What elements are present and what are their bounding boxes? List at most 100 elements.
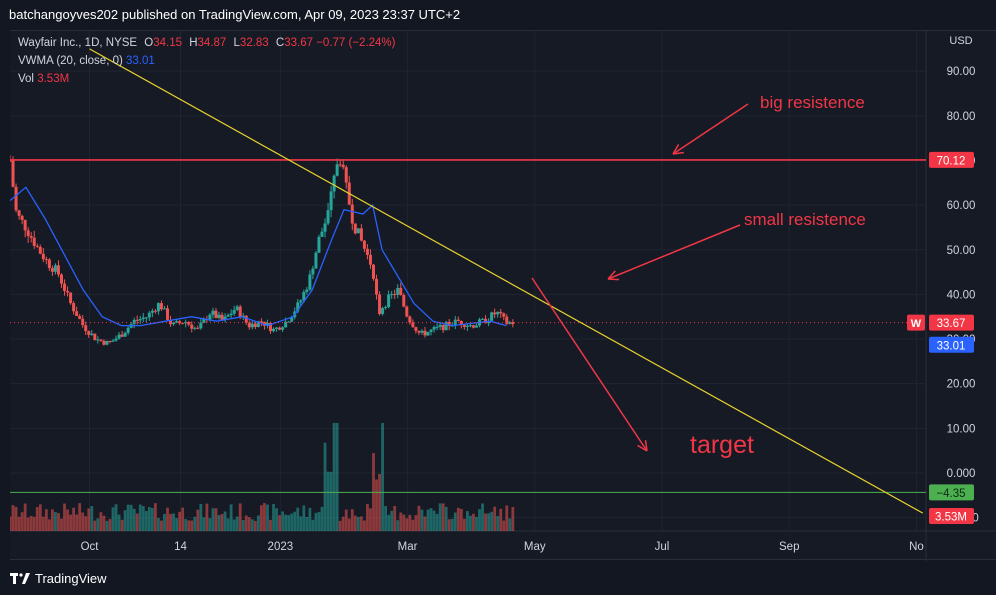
candle-body [256, 321, 260, 327]
candle-body [72, 303, 76, 312]
volume-bar [81, 512, 85, 531]
candle-body [275, 327, 279, 329]
volume-bar [299, 516, 303, 531]
annotation-big-resistance: big resistence [760, 93, 865, 112]
volume-bars [8, 423, 515, 531]
volume-bar [193, 516, 197, 531]
volume-bar [90, 506, 94, 531]
volume-bar [150, 508, 154, 531]
candle-body [8, 160, 12, 162]
volume-bar [338, 520, 342, 531]
candle-body [387, 294, 391, 308]
volume-bar [138, 504, 142, 531]
candle-body [390, 294, 394, 296]
arrow-shaft [607, 224, 741, 280]
arrow-shaft [531, 277, 648, 452]
candle-body [414, 327, 418, 331]
volume-bar [356, 516, 360, 531]
volume-bar [378, 473, 381, 531]
candle-body [338, 164, 342, 166]
annotation-small-resistance: small resistence [744, 210, 866, 229]
time-tick-label: No [909, 541, 924, 553]
brand-name[interactable]: TradingView [35, 571, 107, 586]
candle-body [438, 324, 442, 327]
candle-body [308, 274, 312, 290]
price-tick-label: 90.00 [947, 66, 976, 78]
candle-body [247, 322, 251, 328]
volume-bar [481, 503, 484, 531]
volume-bar [269, 519, 272, 531]
candle-body [99, 339, 103, 341]
candle-body [90, 333, 94, 335]
candle-body [105, 341, 109, 345]
volume-bar [105, 520, 109, 531]
volume-bar [163, 513, 166, 531]
candle-body [135, 319, 139, 321]
candle-body [284, 321, 288, 328]
volume-badge-text: 3.53M [935, 512, 967, 524]
candle-body [462, 324, 466, 327]
volume-bar [202, 517, 206, 531]
volume-bar [166, 507, 169, 531]
volume-bar [399, 512, 403, 531]
target-badge-bg [929, 484, 974, 501]
candle-body [459, 320, 463, 325]
volume-bar [114, 504, 118, 531]
volume-bar [250, 519, 254, 531]
candle-body [217, 314, 221, 318]
volume-bar [308, 507, 312, 531]
candle-body [50, 268, 54, 272]
vwma-row: VWMA (20, close, 0) 33.01 [18, 52, 395, 70]
high-key: H [189, 37, 198, 49]
volume-bar [178, 511, 182, 531]
candle-body [211, 310, 215, 315]
candle-body [329, 191, 333, 211]
candle-body [399, 287, 403, 296]
arrow-head [607, 270, 616, 280]
candle-body [444, 321, 448, 331]
volume-bar [29, 515, 33, 531]
volume-bar [123, 510, 127, 531]
candle-body [468, 325, 472, 327]
volume-bar [411, 519, 415, 531]
candle-body [420, 330, 424, 333]
candle-body [505, 316, 509, 324]
volume-bar [493, 506, 497, 531]
arrow-small-resistance [607, 224, 741, 281]
candle-body [38, 246, 42, 254]
volume-bar [47, 519, 51, 531]
price-tick-label: 50.00 [947, 245, 976, 257]
volume-bar [8, 516, 12, 531]
tradingview-logo-icon[interactable] [10, 572, 30, 585]
volume-bar [369, 508, 372, 531]
candle-body [144, 317, 148, 319]
candle-body [335, 164, 339, 176]
candle-body [244, 315, 248, 323]
candle-body [87, 331, 91, 335]
candle-body [305, 289, 309, 293]
candle-body [232, 309, 236, 314]
arrow-head [644, 440, 648, 452]
volume-bar [147, 506, 151, 531]
candle-body [481, 318, 485, 320]
volume-bar [278, 515, 281, 531]
resistance-badge: 70.12 [929, 151, 974, 168]
volume-bar [332, 423, 336, 531]
chart-panel[interactable]: big resistence small resistence target 9… [8, 30, 996, 561]
volume-bar [235, 516, 239, 531]
volume-bar [465, 511, 469, 531]
volume-bar [402, 514, 406, 531]
vwma-badge-text: 33.01 [937, 340, 966, 352]
candle-body [14, 186, 18, 211]
candle-body [365, 248, 369, 255]
volume-bar [438, 503, 442, 531]
candle-body [326, 210, 330, 224]
volume-bar [244, 515, 248, 531]
volume-bar [157, 517, 160, 531]
price-chart[interactable]: big resistence small resistence target 9… [8, 31, 996, 561]
candle-body [123, 332, 127, 337]
candle-body [474, 325, 478, 328]
vwma-label: VWMA (20, close, 0) [18, 55, 123, 67]
candle-body [417, 330, 421, 333]
volume-bar [38, 504, 42, 531]
